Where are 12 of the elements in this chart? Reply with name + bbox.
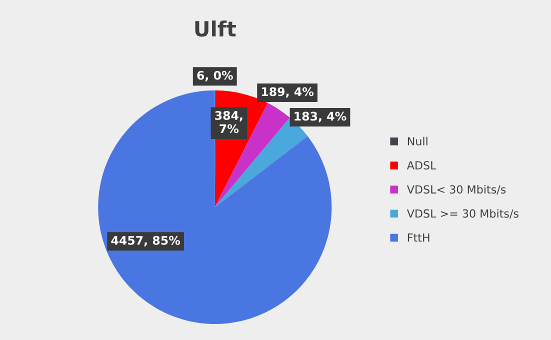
data-label: 384, 7% (215, 110, 242, 134)
data-label: 183, 4% (294, 112, 346, 122)
legend-label: FttH (408, 234, 430, 242)
legend-label: ADSL (406, 161, 436, 170)
chart-title: Ulft (195, 20, 236, 37)
pie-slice (214, 103, 290, 208)
legend-label: VDSL< 30 Mbits/s (406, 185, 506, 194)
legend-label: Null (408, 136, 428, 146)
data-label: 6, 0% (197, 70, 233, 82)
data-label: 4457, 85% (111, 236, 180, 246)
data-label: 189, 4% (262, 87, 314, 98)
legend-label: VDSL >= 30 Mbits/s (406, 209, 518, 219)
